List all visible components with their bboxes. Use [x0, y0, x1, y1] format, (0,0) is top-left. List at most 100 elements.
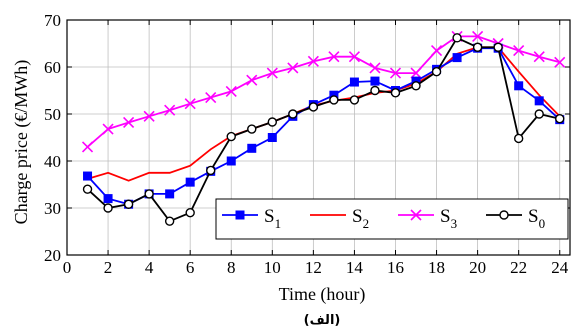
data-point [307, 55, 319, 67]
y-axis-label: Charge price (€/MWh) [11, 60, 32, 225]
data-point [287, 62, 299, 74]
data-point [499, 210, 509, 220]
x-tick-label: 18 [428, 258, 445, 277]
data-point [390, 88, 401, 98]
data-point [103, 203, 113, 213]
legend-item-s0: S0 [486, 206, 545, 231]
data-point [235, 210, 245, 220]
x-tick-label: 4 [145, 258, 154, 277]
data-point [410, 209, 422, 221]
data-point [329, 95, 339, 105]
y-tick-label: 50 [44, 105, 61, 124]
data-point [226, 131, 236, 142]
series-s0 [82, 33, 565, 226]
x-tick-label: 8 [227, 258, 236, 277]
data-point [431, 66, 442, 77]
series-layer [81, 30, 566, 226]
x-tick-labels: 0 2 4 6 8 10 12 14 16 18 20 22 24 [63, 258, 569, 277]
legend-label-main: S [440, 206, 451, 227]
data-point [308, 102, 319, 112]
legend-item-s3: S3 [398, 206, 457, 231]
y-tick-label: 70 [44, 11, 61, 30]
data-point [370, 76, 380, 86]
y-tick-label: 20 [44, 246, 61, 265]
legend-label-subscript: 3 [451, 216, 458, 231]
data-point [472, 30, 484, 43]
legend-label: S1 [264, 206, 281, 231]
figure-caption: (الف) [304, 313, 341, 328]
data-point [493, 42, 503, 52]
data-point [389, 67, 402, 79]
x-tick-label: 16 [387, 258, 404, 277]
data-point [102, 123, 114, 135]
legend-label-main: S [352, 206, 363, 227]
y-tick-label: 60 [44, 58, 61, 77]
y-tick-label: 30 [44, 199, 61, 218]
data-point [165, 189, 175, 199]
data-point [514, 81, 524, 91]
data-point [247, 124, 257, 134]
x-axis-label: Time (hour) [279, 284, 366, 305]
data-point [472, 42, 483, 52]
data-point [288, 109, 298, 119]
data-point [143, 110, 155, 122]
legend-label: S2 [352, 206, 369, 231]
data-point [205, 91, 217, 104]
data-point [267, 117, 278, 127]
data-point [533, 51, 545, 63]
legend-label-subscript: 2 [363, 216, 370, 231]
x-tick-label: 0 [63, 258, 72, 277]
legend-label-subscript: 0 [539, 216, 546, 231]
data-point [246, 74, 258, 86]
data-point [452, 53, 462, 63]
data-point [452, 33, 462, 43]
data-point [247, 143, 257, 153]
data-point [164, 216, 175, 226]
series-s3 [81, 30, 566, 153]
series-line [86, 35, 560, 148]
data-point [349, 77, 359, 87]
legend-label: S0 [528, 206, 545, 231]
legend-label-main: S [264, 206, 275, 227]
x-tick-label: 14 [346, 258, 364, 277]
data-point [410, 67, 422, 79]
plot-frame [66, 19, 571, 256]
x-tick-label: 10 [264, 258, 281, 277]
data-point [81, 141, 94, 153]
legend-item-s2: S2 [310, 206, 369, 231]
data-point [534, 109, 544, 119]
y-tick-label: 40 [44, 152, 61, 171]
data-point [82, 184, 93, 194]
data-point [513, 133, 524, 144]
x-tick-label: 22 [510, 258, 527, 277]
data-point [83, 171, 93, 181]
y-tick-labels: 20 30 40 50 60 70 [44, 11, 61, 265]
data-point [184, 98, 196, 110]
data-point [348, 51, 360, 63]
data-point [144, 189, 154, 199]
data-point [267, 133, 277, 142]
data-point [123, 116, 135, 129]
x-tick-label: 20 [469, 258, 486, 277]
data-point [185, 177, 195, 187]
data-point [369, 62, 381, 74]
data-point [411, 81, 421, 91]
x-tick-label: 24 [551, 258, 569, 277]
legend: S1 S2 S3 S0 [215, 198, 569, 240]
data-point [554, 56, 566, 68]
data-point [555, 113, 565, 124]
data-point [513, 44, 525, 57]
data-point [185, 207, 195, 218]
data-point [123, 199, 134, 209]
tick-marks [66, 19, 570, 256]
legend-box [215, 198, 569, 240]
x-tick-label: 2 [104, 258, 113, 277]
data-point [534, 96, 544, 106]
x-tick-label: 6 [186, 258, 195, 277]
data-point [225, 85, 237, 98]
legend-label-main: S [528, 206, 539, 227]
data-point [226, 156, 236, 166]
data-point [206, 165, 216, 176]
